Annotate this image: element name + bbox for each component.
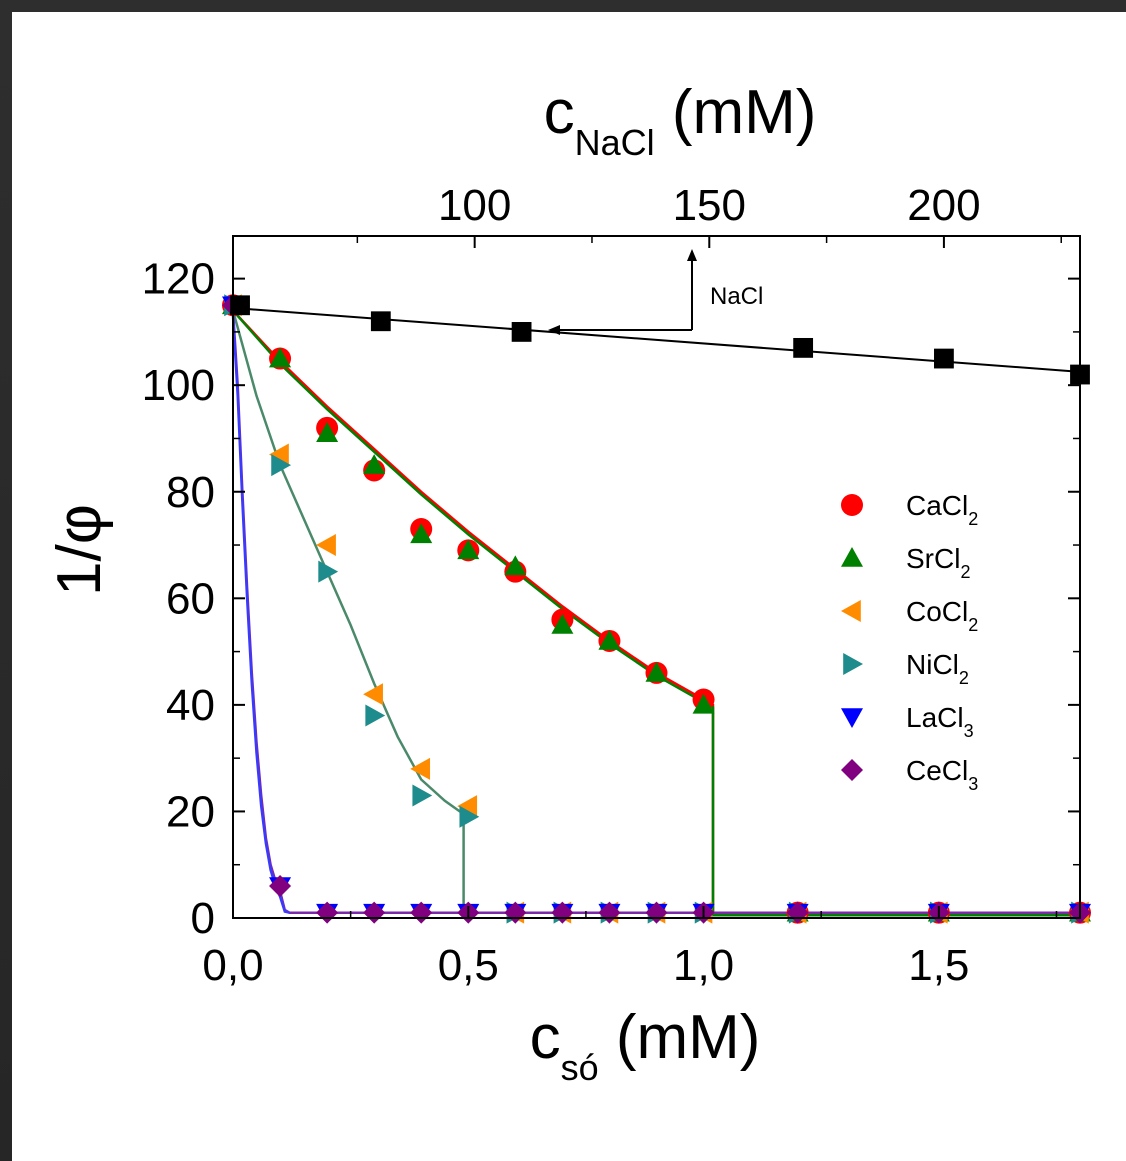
legend-label: SrCl2 xyxy=(906,543,970,582)
y-axis-title: 1/φ xyxy=(45,504,114,596)
data-point xyxy=(269,443,289,466)
legend-label: LaCl3 xyxy=(906,702,974,741)
annotation-arrowhead-left xyxy=(548,325,560,335)
data-point xyxy=(269,347,292,368)
annotation-arrowhead-up xyxy=(687,249,697,261)
data-point xyxy=(504,555,527,576)
y-tick-label: 100 xyxy=(142,361,215,410)
legend-label: CaCl2 xyxy=(906,490,978,529)
legend-label: CoCl2 xyxy=(906,596,978,635)
x-tick-label: 0,5 xyxy=(438,941,499,990)
data-point xyxy=(365,704,386,727)
data-point xyxy=(410,523,433,544)
x-tick-label: 0,0 xyxy=(202,941,263,990)
chart-panel xyxy=(12,12,1126,1161)
plot-frame xyxy=(232,235,1081,919)
legend-marker xyxy=(841,759,863,781)
legend-marker xyxy=(841,547,863,567)
data-point xyxy=(412,784,433,807)
data-point xyxy=(318,560,339,583)
fit-line xyxy=(231,315,290,914)
top-tick-label: 150 xyxy=(673,181,746,230)
legend-marker xyxy=(841,708,863,728)
legend-marker xyxy=(841,600,861,622)
legend-label: CeCl3 xyxy=(906,755,978,794)
y-tick-label: 20 xyxy=(166,787,215,836)
y-tick-label: 40 xyxy=(166,681,215,730)
data-point xyxy=(316,534,336,557)
y-tick-label: 60 xyxy=(166,574,215,623)
data-point xyxy=(645,661,668,682)
data-point xyxy=(457,795,478,818)
data-point xyxy=(410,757,431,780)
legend-marker xyxy=(843,653,863,675)
y-tick-label: 0 xyxy=(191,894,215,943)
data-point xyxy=(316,422,339,442)
nacl-data-point xyxy=(230,295,250,316)
y-tick-label: 120 xyxy=(142,255,215,304)
data-point xyxy=(551,613,574,634)
x-tick-label: 1,5 xyxy=(908,941,969,990)
nacl-data-point xyxy=(370,311,391,332)
data-point xyxy=(692,693,715,714)
top-tick-label: 100 xyxy=(438,181,511,230)
data-point xyxy=(271,454,292,477)
y-tick-label: 80 xyxy=(166,468,215,517)
legend-label: NiCl2 xyxy=(906,649,969,688)
top-axis-title: cNaCl (mM) xyxy=(544,78,817,163)
x-tick-label: 1,0 xyxy=(673,941,734,990)
data-point xyxy=(457,539,480,560)
nacl-data-point xyxy=(793,337,814,358)
data-point xyxy=(598,629,621,650)
data-point xyxy=(363,454,386,474)
x-axis-title: csó (mM) xyxy=(530,1003,761,1088)
nacl-annotation: NaCl xyxy=(710,283,763,310)
legend-marker xyxy=(841,494,863,516)
nacl-data-point xyxy=(511,322,532,342)
top-tick-label: 200 xyxy=(907,181,980,230)
data-point xyxy=(459,805,480,828)
data-point xyxy=(363,683,383,706)
nacl-data-point xyxy=(934,348,954,369)
data-point xyxy=(269,875,292,898)
